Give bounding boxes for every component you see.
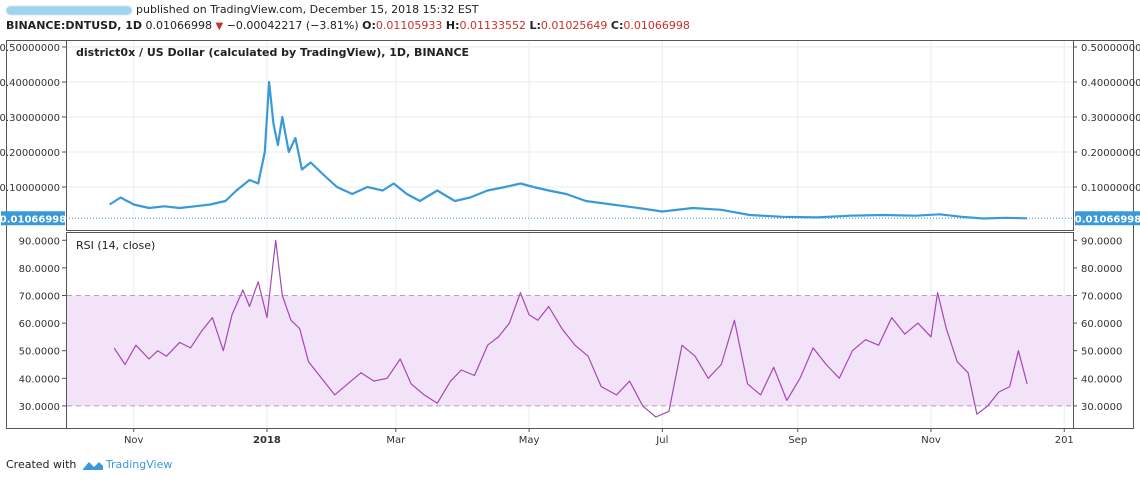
price-left-tick-label: 0.50000000 [0,43,60,54]
rsi-left-tick-label: 70.0000 [19,291,60,302]
rsi-right-tick-label: 70.0000 [1081,291,1122,302]
open-value: 0.01105933 [375,19,443,32]
rsi-left-tick-label: 80.0000 [19,264,60,275]
rsi-right-tick-label: 60.0000 [1081,319,1122,330]
low-label: L: [529,19,541,32]
rsi-chart-title: RSI (14, close) [76,239,155,252]
x-axis-tick-label: Sep [788,435,807,446]
rsi-right-tick-label: 80.0000 [1081,264,1122,275]
redacted-username [6,5,132,15]
last-price: 0.01066998 [145,19,212,32]
rsi-right-tick-label: 40.0000 [1081,374,1122,385]
rsi-left-tick-label: 60.0000 [19,319,60,330]
tradingview-logo-icon [82,462,103,470]
rsi-right-tick-label: 90.0000 [1081,236,1122,247]
rsi-left-tick-label: 40.0000 [19,374,60,385]
published-line: published on TradingView.com, December 1… [6,3,479,17]
price-left-tick-label: 0.20000000 [0,148,60,159]
price-left-tick-label: 0.10000000 [0,183,60,194]
x-axis-tick-label: Nov [921,435,941,446]
price-right-tick-label: 0.10000000 [1081,183,1140,194]
x-axis-tick-label: May [519,435,540,446]
close-label: C: [610,19,624,32]
high-value: 0.01133552 [459,19,526,32]
price-left-tick-label: 0.40000000 [0,78,60,89]
footer: Created with TradingView [6,458,172,471]
created-with-text: Created with [6,458,77,471]
price-left-tick-label: 0.30000000 [0,113,60,124]
price-right-tick-label: 0.40000000 [1081,78,1140,89]
low-value: 0.01025649 [540,19,608,32]
x-axis-tick-label: Nov [124,435,144,446]
last-price-right-label: 0.01066998 [1075,214,1140,225]
rsi-right-tick-label: 30.0000 [1081,402,1122,413]
down-arrow-icon: ▼ [215,21,224,32]
rsi-left-tick-label: 90.0000 [19,236,60,247]
x-axis-tick-label: 201 [1055,435,1074,446]
last-price-right-badge [1075,211,1140,226]
price-series-line [109,80,1028,220]
price-change: −0.00042217 (−3.81%) [226,19,359,32]
x-axis-tick-label: Mar [386,435,406,446]
rsi-pane [66,232,1074,429]
chart-area[interactable]: 0.50000000 0.50000000 0.40000000 0.40000000… [0,0,1140,458]
rsi-series-line [113,239,1028,418]
price-chart-title: district0x / US Dollar (calculated by Tr… [76,46,469,59]
price-right-tick-label: 0.20000000 [1081,148,1140,159]
tradingview-brand-link[interactable]: TradingView [105,458,173,471]
x-axis-tick-label: 2018 [253,435,281,446]
open-label: O: [362,19,376,32]
rsi-left-tick-label: 30.0000 [19,402,60,413]
high-label: H: [445,19,460,32]
x-axis-tick-label: Jul [655,435,668,446]
price-right-tick-label: 0.30000000 [1081,113,1140,124]
published-text: published on TradingView.com, December 1… [136,3,479,16]
price-right-tick-label: 0.50000000 [1081,43,1140,54]
symbol-label: BINANCE:DNTUSD, 1D [6,19,143,32]
close-value: 0.01066998 [623,19,690,32]
rsi-left-tick-label: 50.0000 [19,347,60,358]
rsi-right-tick-label: 50.0000 [1081,347,1122,358]
rsi-band [67,295,1073,406]
last-price-left-badge [1,211,65,226]
price-pane [66,40,1074,231]
last-price-left-label: 0.01066998 [0,214,66,225]
ohlc-line: BINANCE:DNTUSD, 1D 0.01066998 ▼ −0.00042… [6,19,690,32]
